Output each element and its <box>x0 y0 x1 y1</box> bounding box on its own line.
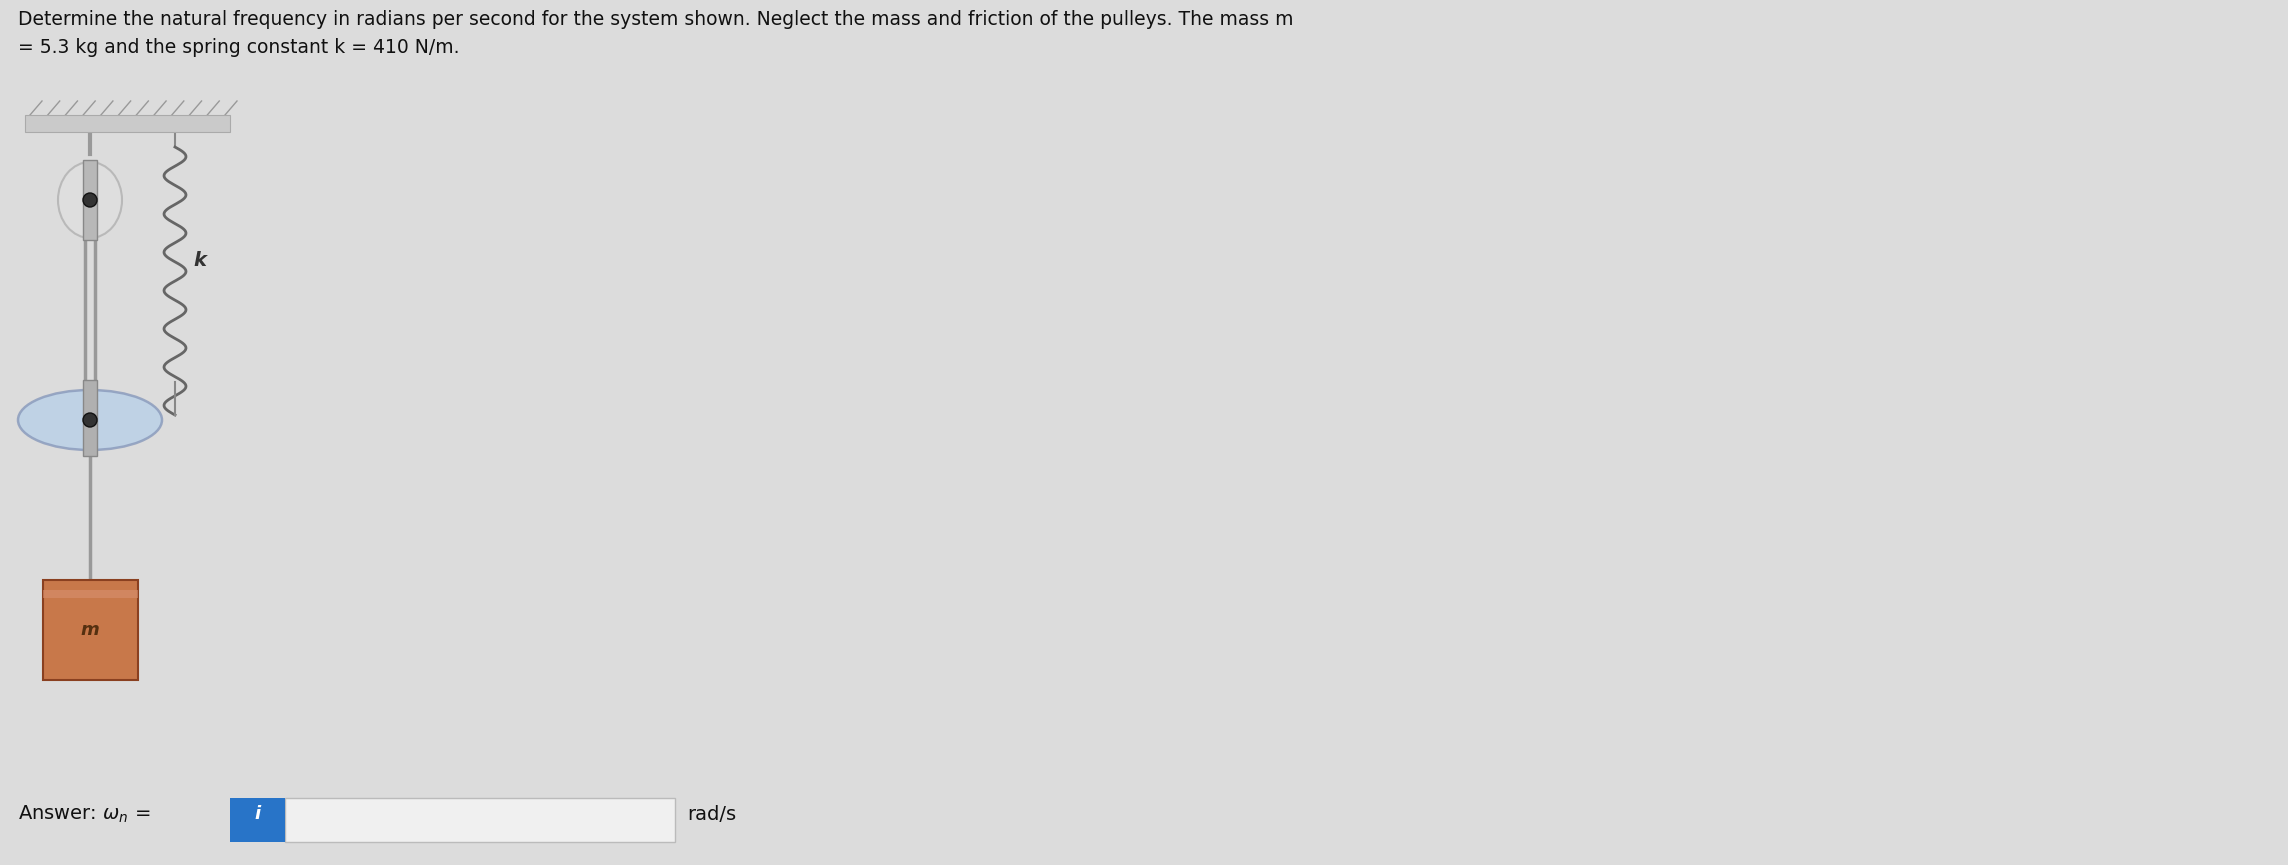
Text: rad/s: rad/s <box>686 804 737 823</box>
Bar <box>231 798 286 842</box>
Text: k: k <box>192 251 206 270</box>
Bar <box>82 380 96 456</box>
Bar <box>43 580 137 680</box>
Bar <box>82 160 96 240</box>
Circle shape <box>82 193 96 207</box>
Ellipse shape <box>57 162 121 238</box>
Bar <box>25 115 231 132</box>
Bar <box>43 590 137 598</box>
Text: = 5.3 kg and the spring constant k = 410 N/m.: = 5.3 kg and the spring constant k = 410… <box>18 38 460 57</box>
Text: i: i <box>254 805 261 823</box>
Text: m: m <box>80 621 98 639</box>
Circle shape <box>82 413 96 427</box>
Text: Determine the natural frequency in radians per second for the system shown. Negl: Determine the natural frequency in radia… <box>18 10 1293 29</box>
Text: Answer: $\omega_n$ =: Answer: $\omega_n$ = <box>18 804 151 824</box>
Bar <box>286 798 675 842</box>
Ellipse shape <box>18 390 162 450</box>
